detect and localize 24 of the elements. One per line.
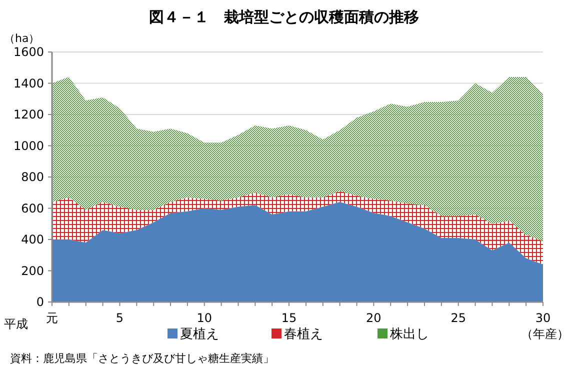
x-tick-label: 25 <box>450 311 466 325</box>
y-tick-label: 1200 <box>13 108 44 122</box>
x-tick-label: 5 <box>116 311 124 325</box>
y-tick-label: 800 <box>21 170 44 184</box>
y-tick-label: 1000 <box>13 138 44 153</box>
y-tick-label: 200 <box>21 264 44 278</box>
text: 資料：鹿児島県「さとうきび及び甘しゃ糖生産実績」 <box>10 352 274 365</box>
y-tick-label: 1400 <box>13 76 44 90</box>
chart-title: 図４－１ 栽培型ごとの収穫面積の推移 <box>149 8 419 26</box>
y-tick-label: 0 <box>36 295 44 309</box>
x-tick-label: 20 <box>366 311 382 325</box>
x-axis-title: （年産） <box>521 327 568 341</box>
legend-label: 春植え <box>284 327 323 342</box>
x-tick-label: 10 <box>196 311 212 325</box>
y-tick-label: 1600 <box>13 45 44 59</box>
x-tick-label: 30 <box>535 311 551 325</box>
text: 平成 <box>4 317 28 331</box>
x-tick-label: 15 <box>281 311 297 325</box>
y-axis-title: （ha） <box>4 32 40 45</box>
legend-label: 夏植え <box>180 327 219 342</box>
x-tick-label: 元 <box>46 311 58 325</box>
legend-label: 株出し <box>389 327 429 342</box>
y-tick-label: 600 <box>21 201 44 216</box>
y-tick-label: 400 <box>21 232 44 246</box>
